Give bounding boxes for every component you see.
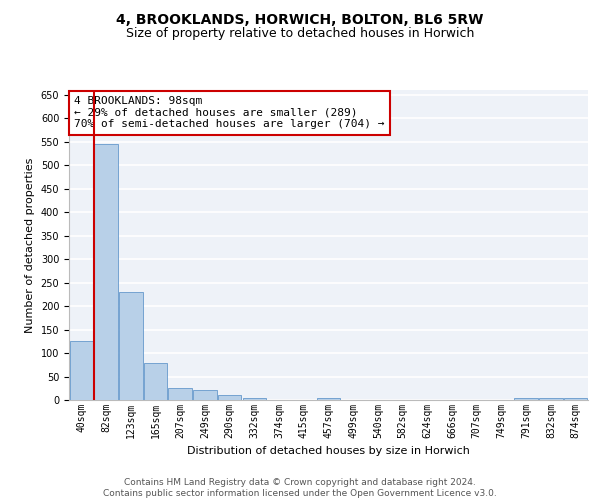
Text: 4, BROOKLANDS, HORWICH, BOLTON, BL6 5RW: 4, BROOKLANDS, HORWICH, BOLTON, BL6 5RW [116,12,484,26]
X-axis label: Distribution of detached houses by size in Horwich: Distribution of detached houses by size … [187,446,470,456]
Bar [564,398,587,400]
Bar [317,398,340,400]
Bar [94,144,118,400]
Bar [70,342,93,400]
Y-axis label: Number of detached properties: Number of detached properties [25,158,35,332]
Bar [119,292,143,400]
Bar [242,398,266,400]
Bar [144,364,167,400]
Bar [193,390,217,400]
Text: Contains HM Land Registry data © Crown copyright and database right 2024.
Contai: Contains HM Land Registry data © Crown c… [103,478,497,498]
Bar [539,398,563,400]
Bar [514,398,538,400]
Text: 4 BROOKLANDS: 98sqm
← 29% of detached houses are smaller (289)
70% of semi-detac: 4 BROOKLANDS: 98sqm ← 29% of detached ho… [74,96,385,130]
Bar [169,388,192,400]
Bar [218,396,241,400]
Text: Size of property relative to detached houses in Horwich: Size of property relative to detached ho… [126,28,474,40]
